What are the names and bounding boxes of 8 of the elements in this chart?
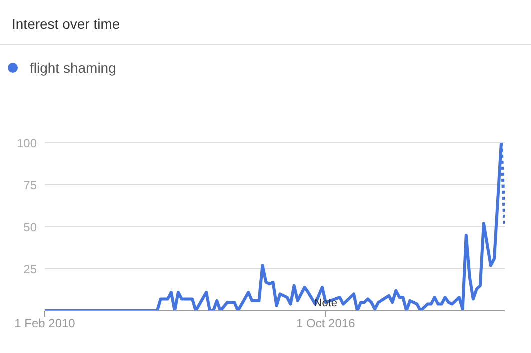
y-tick-label: 25 [24, 262, 38, 276]
y-tick-label: 75 [24, 178, 38, 192]
x-tick-label: 1 Oct 2016 [296, 316, 356, 331]
chart-title: Interest over time [12, 16, 120, 32]
legend-label: flight shaming [29, 60, 116, 76]
y-tick-label: 50 [24, 220, 38, 234]
x-tick-label: 1 Feb 2010 [14, 316, 76, 331]
y-tick-label: 100 [16, 136, 38, 150]
